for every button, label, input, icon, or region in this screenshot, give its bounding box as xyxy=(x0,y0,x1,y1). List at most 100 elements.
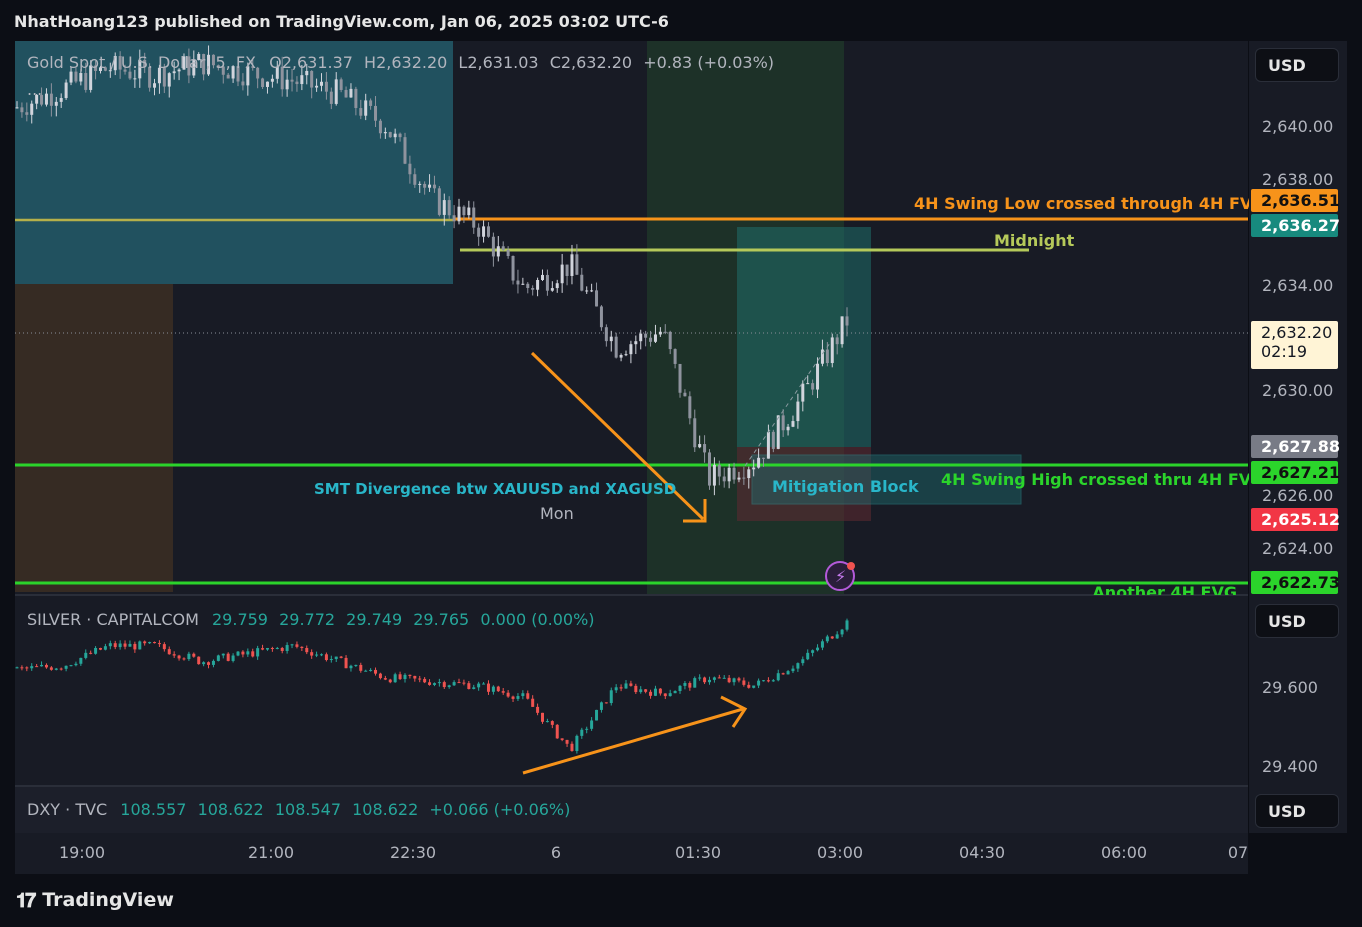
gold-candle-body xyxy=(619,354,623,358)
gold-candle-body xyxy=(590,290,594,292)
silver-candle-body xyxy=(123,643,127,647)
time-axis[interactable] xyxy=(15,833,1248,874)
gold-candle-body xyxy=(614,336,618,358)
gold-candle-body xyxy=(49,93,53,106)
gold-candle-body xyxy=(703,444,707,453)
alert-dot xyxy=(847,562,855,570)
silver-currency-button[interactable]: USD xyxy=(1255,604,1339,638)
time-label: 01:30 xyxy=(674,843,722,862)
silver-candle-body xyxy=(599,702,603,710)
silver-candle-body xyxy=(629,683,633,686)
gold-candle-body xyxy=(59,98,63,102)
silver-candle-body xyxy=(113,643,117,648)
silver-candle-body xyxy=(388,679,392,683)
silver-candle-body xyxy=(182,658,186,660)
gold-candle-body xyxy=(791,421,795,427)
silver-candle-body xyxy=(781,673,785,675)
gold-candle-body xyxy=(133,78,137,80)
gold-candle-body xyxy=(89,65,93,90)
tradingview-brand: TradingView xyxy=(42,889,174,911)
gold-candle-body xyxy=(806,383,810,385)
dxy-change: +0.066 (+0.06%) xyxy=(429,800,571,819)
silver-candle-body xyxy=(786,671,790,675)
gold-currency-button[interactable]: USD xyxy=(1255,48,1339,82)
silver-candle-body xyxy=(413,675,417,679)
silver-candle-body xyxy=(138,641,142,650)
silver-candle-body xyxy=(221,653,225,656)
silver-symbol[interactable]: SILVER · CAPITALCOM xyxy=(27,610,199,629)
time-label: 03:00 xyxy=(816,843,864,862)
gold-candle-body xyxy=(570,254,574,276)
silver-candle-body xyxy=(452,682,456,686)
silver-candle-body xyxy=(44,664,48,668)
gold-candle-body xyxy=(595,290,599,307)
gold-candle-body xyxy=(44,93,48,105)
silver-candle-body xyxy=(472,687,476,689)
gold-candle-body xyxy=(737,477,741,480)
gold-candle-body xyxy=(172,71,176,74)
gold-candle-body xyxy=(423,183,427,188)
gold-candle-body xyxy=(555,283,559,289)
gold-candle-body xyxy=(845,316,849,326)
gold-symbol[interactable]: Gold Spot / U.S. Dollar, 5, FX xyxy=(27,53,257,72)
silver-candle-body xyxy=(639,689,643,693)
gold-candle-body xyxy=(565,264,569,276)
lightning-alert-icon xyxy=(825,561,855,591)
gold-candle-body xyxy=(383,132,387,134)
gold-open: O2,631.37 xyxy=(269,53,353,72)
gold-candle-body xyxy=(462,206,466,216)
gold-candle-body xyxy=(668,331,672,350)
gold-candle-body xyxy=(393,133,397,138)
silver-candle-body xyxy=(74,663,78,666)
gold-candle-body xyxy=(74,71,78,82)
gold-candle-body xyxy=(531,288,535,290)
gold-candle-body xyxy=(231,66,235,79)
price-tick: 2,630.00 xyxy=(1262,381,1334,400)
silver-candle-body xyxy=(432,683,436,685)
silver-candle-body xyxy=(580,729,584,736)
chart-canvas[interactable]: ⚡ xyxy=(15,41,1248,874)
silver-candle-body xyxy=(64,665,68,669)
dxy-currency-button[interactable]: USD xyxy=(1255,794,1339,828)
gold-candle-body xyxy=(801,383,805,402)
gold-candle-body xyxy=(752,467,756,470)
silver-candle-body xyxy=(801,659,805,664)
silver-candle-body xyxy=(447,685,451,688)
silver-candle-body xyxy=(89,652,93,654)
tradingview-logo[interactable]: 𝟏𝟕 TradingView xyxy=(16,888,174,912)
silver-candle-body xyxy=(241,651,245,655)
gold-candle-body xyxy=(123,69,127,72)
silver-candle-body xyxy=(477,683,481,688)
silver-candle-body xyxy=(560,738,564,740)
silver-candle-body xyxy=(408,674,412,676)
silver-candle-body xyxy=(693,678,697,688)
gold-candle-body xyxy=(624,354,628,356)
gold-candle-body xyxy=(403,137,407,164)
gold-candle-body xyxy=(830,337,834,364)
silver-candle-body xyxy=(265,648,269,650)
silver-candle-body xyxy=(806,652,810,660)
silver-candle-body xyxy=(545,721,549,723)
silver-candle-body xyxy=(467,683,471,689)
legend-more-button[interactable]: ... xyxy=(27,80,43,99)
silver-candle-body xyxy=(555,724,559,739)
gold-candle-body xyxy=(364,100,368,116)
gold-candle-body xyxy=(167,73,171,87)
gold-candle-body xyxy=(211,54,215,66)
gold-candle-body xyxy=(545,274,549,291)
dxy-symbol[interactable]: DXY · TVC xyxy=(27,800,108,819)
session-box-brown xyxy=(15,284,173,592)
chart-area[interactable]: ⚡ xyxy=(15,41,1248,874)
silver-candle-body xyxy=(835,634,839,639)
gold-candle-body xyxy=(482,226,486,237)
gold-candle-body xyxy=(128,71,132,79)
gold-candle-body xyxy=(329,91,333,104)
silver-candle-body xyxy=(516,696,520,699)
silver-candle-body xyxy=(280,647,284,651)
silver-candle-body xyxy=(501,691,505,693)
gold-candle-body xyxy=(359,108,363,116)
silver-candle-body xyxy=(369,669,373,671)
silver-candle-body xyxy=(290,644,294,646)
silver-candle-body xyxy=(673,691,677,694)
silver-candle-body xyxy=(162,644,166,650)
